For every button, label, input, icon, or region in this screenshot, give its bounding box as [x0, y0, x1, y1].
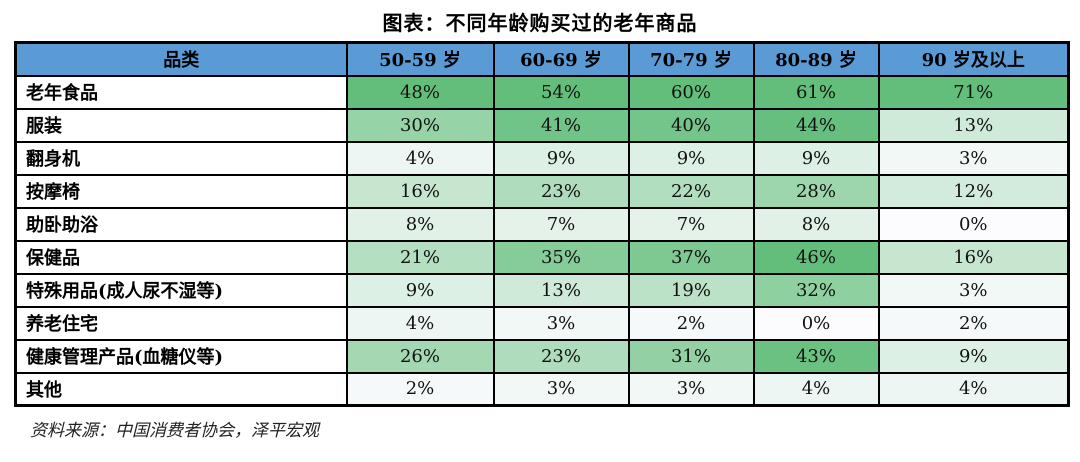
value-cell: 60%: [627, 74, 755, 110]
value-cell: 0%: [877, 206, 1070, 242]
value-cell: 41%: [492, 107, 630, 143]
value-cell: 44%: [752, 107, 880, 143]
value-cell: 7%: [492, 206, 630, 242]
value-cell: 9%: [877, 338, 1070, 374]
value-cell: 23%: [492, 173, 630, 209]
value-cell: 4%: [345, 140, 495, 176]
value-cell: 16%: [877, 239, 1070, 275]
value-cell: 40%: [627, 107, 755, 143]
row-category: 养老住宅: [14, 305, 348, 341]
value-cell: 13%: [492, 272, 630, 308]
value-cell: 48%: [345, 74, 495, 110]
value-cell: 16%: [345, 173, 495, 209]
value-cell: 2%: [345, 371, 495, 407]
column-header: 80-89 岁: [752, 41, 880, 77]
value-cell: 30%: [345, 107, 495, 143]
value-cell: 3%: [492, 371, 630, 407]
column-header: 70-79 岁: [627, 41, 755, 77]
value-cell: 12%: [877, 173, 1070, 209]
value-cell: 3%: [627, 371, 755, 407]
row-category: 健康管理产品(血糖仪等): [14, 338, 348, 374]
value-cell: 13%: [877, 107, 1070, 143]
table-row: 助卧助浴 8% 7% 7% 8% 0%: [14, 206, 1070, 242]
value-cell: 37%: [627, 239, 755, 275]
value-cell: 35%: [492, 239, 630, 275]
value-cell: 61%: [752, 74, 880, 110]
table-row: 翻身机 4% 9% 9% 9% 3%: [14, 140, 1070, 176]
table-body: 老年食品 48% 54% 60% 61% 71% 服装 30% 41% 40% 44% 13% 翻身机 4…: [14, 74, 1070, 407]
value-cell: 2%: [877, 305, 1070, 341]
table-row: 保健品 21% 35% 37% 46% 16%: [14, 239, 1070, 275]
value-cell: 7%: [627, 206, 755, 242]
value-cell: 9%: [345, 272, 495, 308]
value-cell: 46%: [752, 239, 880, 275]
row-category: 按摩椅: [14, 173, 348, 209]
column-header: 60-69 岁: [492, 41, 630, 77]
value-cell: 22%: [627, 173, 755, 209]
row-category: 服装: [14, 107, 348, 143]
value-cell: 54%: [492, 74, 630, 110]
value-cell: 3%: [877, 140, 1070, 176]
table-row: 老年食品 48% 54% 60% 61% 71%: [14, 74, 1070, 110]
value-cell: 9%: [752, 140, 880, 176]
column-header: 品类: [14, 41, 348, 77]
value-cell: 3%: [877, 272, 1070, 308]
value-cell: 28%: [752, 173, 880, 209]
row-category: 特殊用品(成人尿不湿等): [14, 272, 348, 308]
value-cell: 19%: [627, 272, 755, 308]
value-cell: 8%: [752, 206, 880, 242]
value-cell: 32%: [752, 272, 880, 308]
row-category: 其他: [14, 371, 348, 407]
table-row: 养老住宅 4% 3% 2% 0% 2%: [14, 305, 1070, 341]
value-cell: 0%: [752, 305, 880, 341]
table-row: 健康管理产品(血糖仪等) 26% 23% 31% 43% 9%: [14, 338, 1070, 374]
value-cell: 8%: [345, 206, 495, 242]
row-category: 助卧助浴: [14, 206, 348, 242]
value-cell: 2%: [627, 305, 755, 341]
value-cell: 23%: [492, 338, 630, 374]
value-cell: 26%: [345, 338, 495, 374]
row-category: 老年食品: [14, 74, 348, 110]
table-row: 按摩椅 16% 23% 22% 28% 12%: [14, 173, 1070, 209]
table-row: 特殊用品(成人尿不湿等) 9% 13% 19% 32% 3%: [14, 272, 1070, 308]
row-category: 翻身机: [14, 140, 348, 176]
column-header: 90 岁及以上: [877, 41, 1070, 77]
column-header: 50-59 岁: [345, 41, 495, 77]
value-cell: 4%: [877, 371, 1070, 407]
source-note: 资料来源：中国消费者协会，泽平宏观: [30, 421, 319, 441]
value-cell: 4%: [345, 305, 495, 341]
value-cell: 71%: [877, 74, 1070, 110]
value-cell: 4%: [752, 371, 880, 407]
value-cell: 9%: [627, 140, 755, 176]
table-row: 其他 2% 3% 3% 4% 4%: [14, 371, 1070, 407]
value-cell: 31%: [627, 338, 755, 374]
value-cell: 43%: [752, 338, 880, 374]
figure-title: 图表：不同年龄购买过的老年商品: [382, 11, 698, 35]
table-header-row: 品类 50-59 岁 60-69 岁 70-79 岁 80-89 岁 90 岁及以上: [14, 41, 1070, 77]
row-category: 保健品: [14, 239, 348, 275]
value-cell: 9%: [492, 140, 630, 176]
table-row: 服装 30% 41% 40% 44% 13%: [14, 107, 1070, 143]
value-cell: 21%: [345, 239, 495, 275]
value-cell: 3%: [492, 305, 630, 341]
heatmap-table: 品类 50-59 岁 60-69 岁 70-79 岁 80-89 岁 90 岁及以上 老年…: [14, 41, 1070, 407]
